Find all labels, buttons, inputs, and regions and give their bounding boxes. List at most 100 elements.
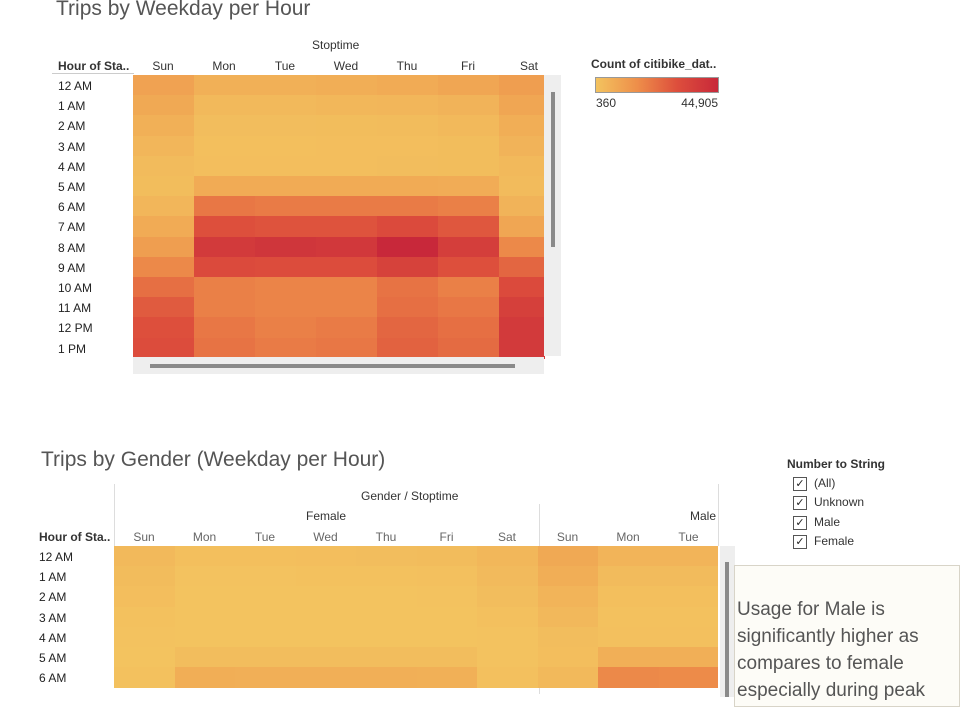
- bottom-heatmap-cell: [537, 647, 598, 668]
- bottom-heatmap-cell: [598, 626, 659, 648]
- top-heatmap-cell: [133, 317, 194, 339]
- bottom-day-label-tue: Tue: [678, 530, 699, 544]
- top-vertical-scroll-thumb[interactable]: [551, 92, 555, 247]
- top-heatmap-cell: [255, 337, 316, 359]
- filter-option-label[interactable]: Female: [814, 533, 855, 548]
- bottom-heatmap-cell: [295, 566, 356, 588]
- bottom-heatmap-cell: [537, 626, 598, 648]
- top-heatmap-cell: [499, 236, 545, 258]
- bottom-heatmap-cell: [598, 546, 659, 567]
- bottom-hour-label: 1 AM: [39, 570, 67, 585]
- top-heatmap-cell: [255, 196, 316, 218]
- top-heatmap-cell: [499, 155, 545, 177]
- top-heatmap-cell: [255, 317, 316, 339]
- top-vertical-scrollbar[interactable]: [544, 75, 561, 356]
- bottom-heatmap-cell: [356, 566, 417, 588]
- top-heatmap-cell: [255, 256, 316, 278]
- bottom-day-label-fri: Fri: [439, 530, 454, 544]
- top-heatmap-cell: [133, 216, 194, 238]
- top-heatmap-cell: [377, 236, 438, 258]
- bottom-heatmap-cell: [295, 647, 356, 668]
- top-heatmap-cell: [255, 236, 316, 258]
- bottom-heatmap-cell: [235, 647, 296, 668]
- filter-checkbox-unknown[interactable]: ✓: [793, 496, 807, 511]
- top-heatmap-cell: [377, 196, 438, 218]
- top-hour-label: 8 AM: [58, 240, 86, 255]
- bottom-heatmap-cell: [598, 566, 659, 588]
- filter-option-label[interactable]: Unknown: [814, 495, 865, 510]
- bottom-heatmap-cell: [416, 566, 477, 588]
- bottom-heatmap-cell: [295, 606, 356, 628]
- bottom-heatmap-cell: [174, 667, 235, 689]
- top-heatmap-cell: [194, 256, 255, 278]
- top-horizontal-scrollbar[interactable]: [133, 357, 544, 374]
- annotation-box: Usage for Male is significantly higher a…: [734, 565, 960, 707]
- top-heatmap-cell: [194, 277, 255, 298]
- bottom-row-header: Hour of Sta..: [39, 530, 111, 544]
- bottom-heatmap-cell: [114, 566, 175, 588]
- top-horizontal-scroll-thumb[interactable]: [150, 364, 515, 368]
- top-heatmap-cell: [194, 155, 255, 177]
- bottom-heatmap-cell: [658, 606, 718, 628]
- top-heatmap-cell: [377, 277, 438, 298]
- top-heatmap-cell: [438, 115, 499, 137]
- bottom-day-label-mon: Mon: [192, 530, 217, 544]
- top-heatmap-cell: [377, 176, 438, 197]
- bottom-heatmap-cell: [114, 626, 175, 648]
- bottom-vertical-scroll-thumb[interactable]: [725, 562, 729, 697]
- top-heatmap-cell: [316, 216, 377, 238]
- top-heatmap-cell: [499, 337, 545, 359]
- bottom-day-label-sun: Sun: [133, 530, 155, 544]
- filter-checkbox-male[interactable]: ✓: [793, 515, 807, 530]
- top-hour-label: 12 AM: [58, 79, 93, 93]
- top-hour-label: 10 AM: [58, 281, 93, 295]
- filter-option-label[interactable]: (All): [814, 476, 836, 490]
- bottom-heatmap-cell: [416, 647, 477, 668]
- bottom-vertical-scrollbar[interactable]: [720, 546, 735, 697]
- bottom-day-label-tue: Tue: [254, 530, 276, 544]
- annotation-line-3: compares to female: [737, 653, 904, 674]
- bottom-heatmap-cell: [416, 667, 477, 689]
- top-heatmap-cell: [316, 155, 377, 177]
- top-heatmap-cell: [316, 196, 377, 218]
- top-heatmap-cell: [194, 196, 255, 218]
- top-heatmap-cell: [133, 135, 194, 157]
- top-heatmap-cell: [499, 256, 545, 278]
- top-heatmap-cell: [194, 95, 255, 117]
- bottom-heatmap-cell: [235, 626, 296, 648]
- top-heatmap-cell: [133, 277, 194, 298]
- top-hour-label: 6 AM: [58, 200, 86, 215]
- top-heatmap-cell: [499, 297, 545, 319]
- top-heatmap-cell: [255, 75, 316, 96]
- top-hour-label: 3 AM: [58, 139, 86, 154]
- bottom-day-label-wed: Wed: [313, 530, 338, 544]
- top-heatmap-cell: [316, 176, 377, 197]
- bottom-heatmap-cell: [295, 667, 356, 689]
- bottom-hour-label: 4 AM: [39, 630, 67, 645]
- filter-option-label[interactable]: Male: [814, 514, 841, 529]
- top-heatmap-cell: [499, 135, 545, 157]
- top-heatmap-cell: [377, 155, 438, 177]
- top-heatmap-cell: [194, 297, 255, 319]
- top-heatmap-cell: [316, 95, 377, 117]
- bottom-heatmap-cell: [658, 546, 718, 567]
- top-hour-label: 2 AM: [58, 119, 86, 134]
- top-heatmap-cell: [438, 256, 499, 278]
- bottom-hour-label: 3 AM: [39, 610, 67, 625]
- top-heatmap-cell: [499, 317, 545, 339]
- bottom-heatmap-cell: [537, 667, 598, 689]
- bottom-hour-label: 6 AM: [39, 671, 67, 686]
- top-heatmap-cell: [316, 135, 377, 157]
- top-heatmap-cell: [377, 75, 438, 96]
- top-heatmap-cell: [377, 317, 438, 339]
- bottom-heatmap-cell: [537, 586, 598, 608]
- top-heatmap-cell: [133, 337, 194, 359]
- filter-checkbox-all[interactable]: ✓: [793, 477, 807, 491]
- top-day-label-fri: Fri: [461, 59, 475, 73]
- group-label-male: Male: [690, 509, 717, 523]
- top-heatmap-cell: [194, 317, 255, 339]
- top-heatmap-cell: [316, 297, 377, 319]
- bottom-heatmap-cell: [416, 626, 477, 648]
- filter-checkbox-female[interactable]: ✓: [793, 534, 807, 549]
- top-heatmap-cell: [438, 196, 499, 218]
